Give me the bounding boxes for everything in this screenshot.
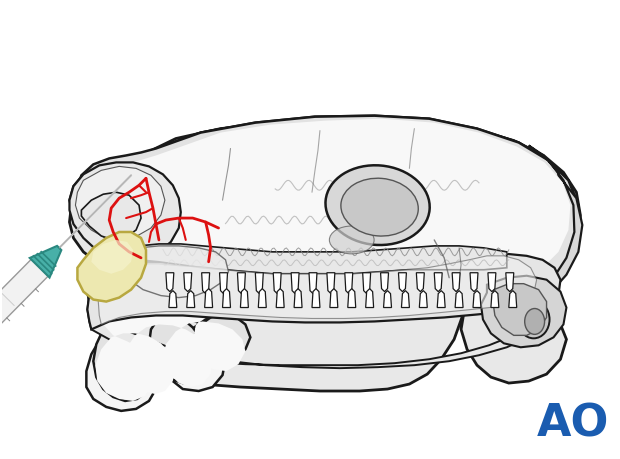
Polygon shape xyxy=(345,273,353,294)
Polygon shape xyxy=(30,246,61,278)
Polygon shape xyxy=(76,166,165,240)
Polygon shape xyxy=(99,256,537,325)
Polygon shape xyxy=(327,273,335,294)
Polygon shape xyxy=(91,240,133,274)
Polygon shape xyxy=(470,273,478,291)
Polygon shape xyxy=(473,291,481,308)
Polygon shape xyxy=(276,289,284,308)
Polygon shape xyxy=(241,289,249,308)
Polygon shape xyxy=(452,273,460,291)
Polygon shape xyxy=(202,273,210,294)
Polygon shape xyxy=(169,291,177,308)
Polygon shape xyxy=(219,273,228,294)
Polygon shape xyxy=(291,273,299,294)
Polygon shape xyxy=(81,192,141,240)
Polygon shape xyxy=(309,273,317,294)
Polygon shape xyxy=(384,291,391,308)
Polygon shape xyxy=(401,291,409,308)
Polygon shape xyxy=(87,260,560,368)
Ellipse shape xyxy=(518,301,549,338)
Polygon shape xyxy=(0,259,48,403)
Polygon shape xyxy=(166,273,174,291)
Polygon shape xyxy=(255,273,264,294)
Polygon shape xyxy=(481,276,567,347)
Polygon shape xyxy=(237,273,246,294)
Polygon shape xyxy=(417,273,424,291)
Polygon shape xyxy=(69,162,181,260)
Polygon shape xyxy=(87,254,560,330)
Polygon shape xyxy=(184,273,192,291)
Polygon shape xyxy=(455,291,463,308)
Polygon shape xyxy=(273,273,281,294)
Polygon shape xyxy=(294,289,302,308)
Polygon shape xyxy=(223,289,231,308)
Polygon shape xyxy=(497,146,582,312)
Ellipse shape xyxy=(525,308,544,334)
Polygon shape xyxy=(69,116,578,411)
Polygon shape xyxy=(434,273,442,291)
Polygon shape xyxy=(491,291,499,308)
Text: AO: AO xyxy=(537,403,609,445)
Polygon shape xyxy=(366,289,374,308)
Polygon shape xyxy=(78,232,146,302)
Polygon shape xyxy=(109,246,229,297)
Polygon shape xyxy=(330,289,338,308)
Polygon shape xyxy=(109,244,507,274)
Ellipse shape xyxy=(329,226,374,254)
Polygon shape xyxy=(488,273,496,291)
Polygon shape xyxy=(509,291,516,308)
Polygon shape xyxy=(81,119,570,401)
Polygon shape xyxy=(493,284,547,336)
Polygon shape xyxy=(363,273,371,294)
Polygon shape xyxy=(399,273,407,291)
Ellipse shape xyxy=(326,165,430,245)
Polygon shape xyxy=(187,291,195,308)
Polygon shape xyxy=(506,273,514,291)
Polygon shape xyxy=(78,116,578,401)
Polygon shape xyxy=(69,119,580,391)
Polygon shape xyxy=(348,289,356,308)
Polygon shape xyxy=(259,289,266,308)
Polygon shape xyxy=(108,260,137,285)
Polygon shape xyxy=(419,291,427,308)
Polygon shape xyxy=(205,289,213,308)
Ellipse shape xyxy=(341,178,418,236)
Polygon shape xyxy=(312,289,320,308)
Polygon shape xyxy=(437,291,445,308)
Polygon shape xyxy=(381,273,389,291)
